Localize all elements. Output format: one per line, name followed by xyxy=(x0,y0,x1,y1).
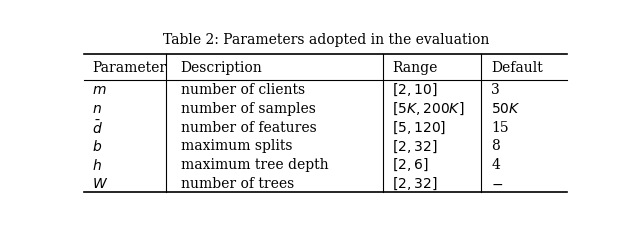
Text: $\bar{d}$: $\bar{d}$ xyxy=(92,118,102,136)
Text: $[2, 10]$: $[2, 10]$ xyxy=(392,82,438,98)
Text: $50K$: $50K$ xyxy=(491,101,521,116)
Text: maximum tree depth: maximum tree depth xyxy=(181,158,328,171)
Text: Parameter: Parameter xyxy=(92,60,166,74)
Text: 3: 3 xyxy=(491,83,500,97)
Text: $-$: $-$ xyxy=(491,176,503,190)
Text: number of samples: number of samples xyxy=(181,101,315,116)
Text: $[2, 32]$: $[2, 32]$ xyxy=(392,138,438,154)
Text: Default: Default xyxy=(491,60,543,74)
Text: Description: Description xyxy=(181,60,262,74)
Text: $b$: $b$ xyxy=(92,138,102,153)
Text: maximum splits: maximum splits xyxy=(181,139,292,153)
Text: number of trees: number of trees xyxy=(181,176,294,190)
Text: 15: 15 xyxy=(491,120,509,134)
Text: $[2, 6]$: $[2, 6]$ xyxy=(392,156,429,173)
Text: $h$: $h$ xyxy=(92,157,102,172)
Text: 8: 8 xyxy=(491,139,500,153)
Text: number of features: number of features xyxy=(181,120,316,134)
Text: $m$: $m$ xyxy=(92,83,106,97)
Text: Table 2: Parameters adopted in the evaluation: Table 2: Parameters adopted in the evalu… xyxy=(163,32,489,47)
Text: $W$: $W$ xyxy=(92,176,108,190)
Text: 4: 4 xyxy=(491,158,500,171)
Text: $n$: $n$ xyxy=(92,101,102,116)
Text: $[5, 120]$: $[5, 120]$ xyxy=(392,119,446,135)
Text: number of clients: number of clients xyxy=(181,83,305,97)
Text: $[2, 32]$: $[2, 32]$ xyxy=(392,175,438,191)
Text: Range: Range xyxy=(392,60,438,74)
Text: $[5K, 200K]$: $[5K, 200K]$ xyxy=(392,100,465,117)
